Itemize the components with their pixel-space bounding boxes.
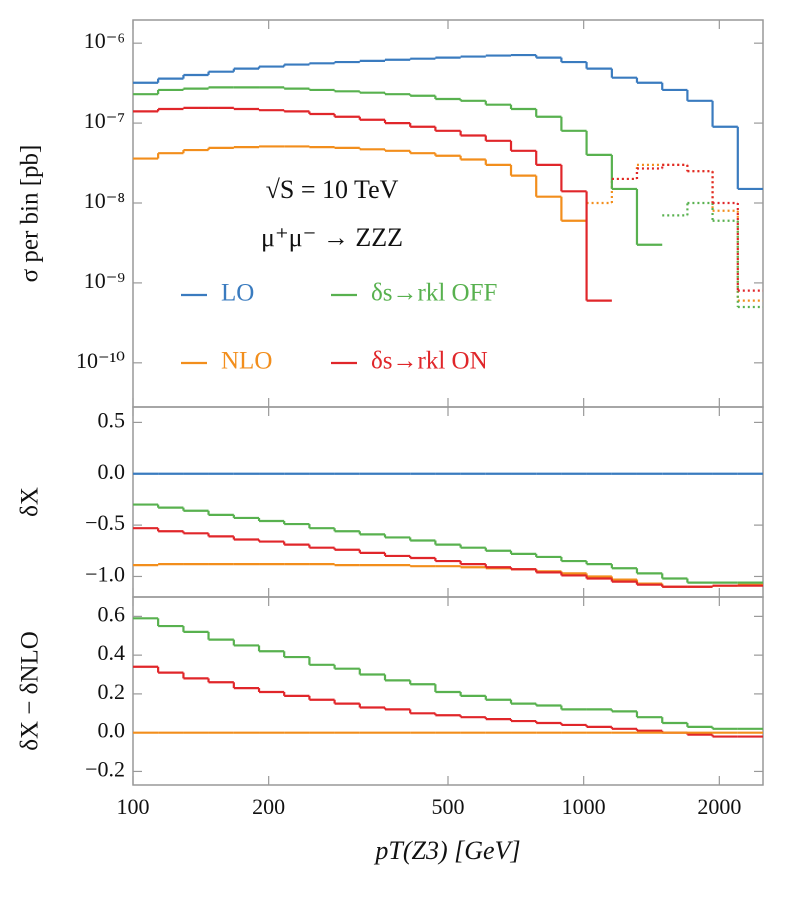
y-tick-label: 0.0 — [98, 718, 126, 743]
y-tick-label: 0.5 — [98, 407, 126, 432]
x-tick-label: 500 — [432, 794, 465, 819]
y-tick-label: −0.2 — [85, 756, 125, 781]
x-axis-title: pT(Z3) [GeV] — [373, 836, 520, 865]
x-tick-label: 100 — [117, 794, 150, 819]
legend-label: LO — [221, 280, 254, 307]
annotation: √S = 10 TeV — [266, 175, 399, 204]
y-tick-label: 10⁻⁹ — [84, 268, 126, 293]
y-axis-title: σ per bin [pb] — [17, 145, 44, 283]
legend-label: NLO — [221, 348, 272, 375]
legend-label: δs→rkl ON — [371, 348, 488, 375]
y-tick-label: −1.0 — [85, 562, 125, 587]
y-tick-label: 10⁻⁷ — [84, 108, 125, 133]
y-tick-label: −0.5 — [85, 510, 125, 535]
legend-label: δs→rkl OFF — [371, 280, 497, 307]
y-tick-label: 0.4 — [98, 640, 126, 665]
y-axis-title: δX — [17, 487, 44, 517]
y-axis-title: δX − δNLO — [17, 631, 44, 751]
annotation: μ⁺μ⁻ → ZZZ — [261, 223, 403, 252]
y-tick-label: 10⁻⁸ — [84, 188, 125, 213]
y-tick-label: 0.6 — [98, 601, 126, 626]
x-tick-label: 1000 — [562, 794, 606, 819]
y-tick-label: 10⁻⁶ — [84, 28, 125, 53]
y-tick-label: 10⁻¹⁰ — [76, 348, 125, 373]
x-tick-label: 200 — [252, 794, 285, 819]
y-tick-label: 0.0 — [98, 459, 126, 484]
x-tick-label: 2000 — [697, 794, 741, 819]
y-tick-label: 0.2 — [98, 679, 126, 704]
panel-frame — [132, 406, 764, 598]
